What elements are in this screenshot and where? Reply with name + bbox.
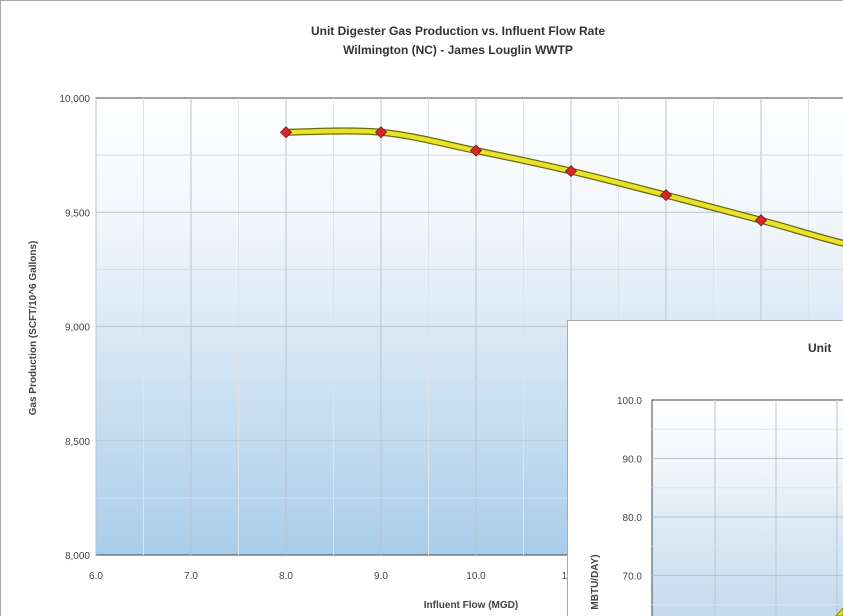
inset-y-axis-label: MBTU/DAY) [590,554,601,609]
main-chart-title: Unit Digester Gas Production vs. Influen… [311,24,605,38]
main-data-point [469,144,483,157]
main-chart-subtitle: Wilmington (NC) - James Louglin WWTP [343,43,573,57]
main-y-ticks: 8,000 8,500 9,000 9,500 10,000 [59,94,90,562]
main-data-point [374,126,388,139]
main-y-tick-label: 8,500 [65,437,90,448]
inset-y-tick-label: 90.0 [623,455,643,466]
main-y-axis-label: Gas Production (SCFT/10^6 Gallons) [28,241,39,416]
inset-y-tick-label: 80.0 [623,513,643,524]
inset-chart-title: Unit [808,341,831,355]
main-y-tick-label: 10,000 [59,94,90,105]
inset-grid [652,400,843,616]
main-y-tick-label: 9,500 [65,208,90,219]
main-x-axis-label: Influent Flow (MGD) [424,600,518,611]
main-y-tick-label: 8,000 [65,551,90,562]
main-x-tick-label: 8.0 [279,571,293,582]
inset-plot-area [651,399,843,616]
inset-y-tick-label: 70.0 [623,572,643,583]
main-x-tick-label: 6.0 [89,571,103,582]
inset-y-tick-label: 100.0 [617,396,642,407]
inset-series-fragment [835,607,843,616]
main-y-tick-label: 9,000 [65,323,90,334]
main-data-point [279,126,293,139]
main-data-point [564,165,578,178]
main-data-point [754,214,768,227]
main-x-tick-label: 10.0 [466,571,486,582]
main-x-tick-label: 9.0 [374,571,388,582]
main-series [279,126,843,247]
main-x-tick-label: 7.0 [184,571,198,582]
main-data-point [659,189,673,202]
